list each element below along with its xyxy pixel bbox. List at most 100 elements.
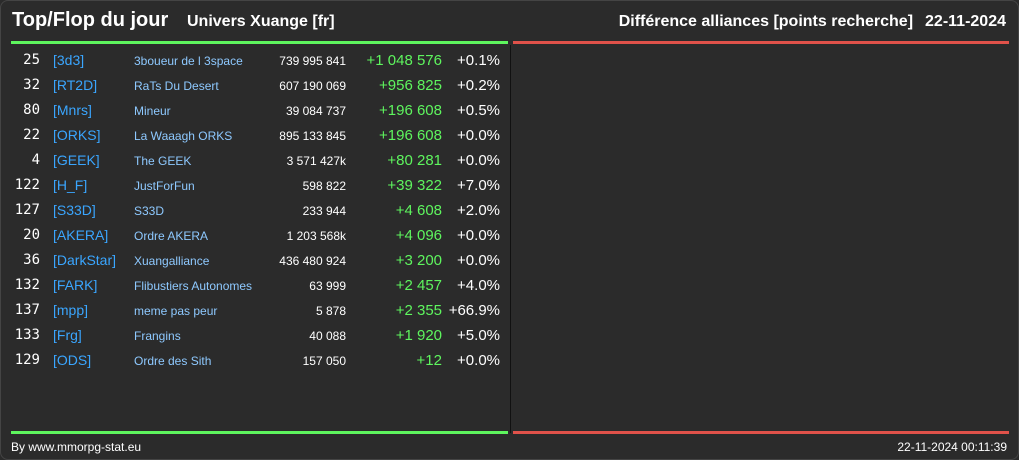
table-row: 25 [3d3] 3boueur de l 3space 739 995 841 +1 …: [12, 48, 508, 73]
points-cell: 157 050: [302, 354, 346, 368]
rank-cell: 80: [23, 102, 40, 118]
rank-cell: 36: [23, 252, 40, 268]
diff-cell: +4 608: [395, 202, 442, 219]
points-cell: 598 822: [302, 179, 346, 193]
flop-panel: [513, 45, 1009, 431]
top-list: 25 [3d3] 3boueur de l 3space 739 995 841 +1 …: [12, 48, 508, 373]
percent-cell: +2.0%: [457, 202, 500, 219]
points-cell: 3 571 427k: [286, 154, 346, 168]
percent-cell: +0.2%: [457, 77, 500, 94]
percent-cell: +5.0%: [457, 327, 500, 344]
points-cell: 63 999: [309, 279, 346, 293]
alliance-tag-link[interactable]: [mpp]: [53, 302, 89, 318]
alliance-name-link[interactable]: Ordre des Sith: [134, 354, 212, 368]
points-cell: 5 878: [315, 304, 346, 318]
source-link[interactable]: By www.mmorpg-stat.eu: [11, 440, 142, 454]
alliance-name-link[interactable]: meme pas peur: [134, 304, 218, 318]
rank-cell: 22: [23, 127, 40, 143]
percent-cell: +4.0%: [457, 277, 500, 294]
percent-cell: +0.0%: [457, 352, 500, 369]
page-title: Top/Flop du jour: [12, 9, 169, 31]
points-cell: 40 088: [309, 329, 346, 343]
alliance-name-link[interactable]: Flibustiers Autonomes: [134, 279, 253, 293]
points-cell: 233 944: [302, 204, 346, 218]
alliance-name-link[interactable]: 3boueur de l 3space: [134, 54, 243, 68]
bottom-divider-red: [513, 431, 1009, 434]
points-cell: 39 084 737: [285, 104, 346, 118]
percent-cell: +0.0%: [457, 227, 500, 244]
category-label: Différence alliances [points recherche]: [618, 13, 914, 30]
table-row: 137 [mpp] meme pas peur 5 878 +2 355 +66.9%: [12, 298, 508, 323]
table-row: 22 [ORKS] La Waaagh ORKS 895 133 845 +196 60…: [12, 123, 508, 148]
alliance-tag-link[interactable]: [Mnrs]: [53, 102, 92, 118]
header-right: Différence alliances [points recherche] 2…: [619, 13, 1006, 31]
alliance-tag-link[interactable]: [GEEK]: [53, 152, 100, 168]
diff-cell: +956 825: [379, 77, 442, 94]
rank-cell: 25: [23, 52, 40, 68]
alliance-tag-link[interactable]: [DarkStar]: [53, 252, 117, 268]
rank-cell: 133: [14, 327, 40, 343]
alliance-tag-link[interactable]: [RT2D]: [53, 77, 98, 93]
diff-cell: +196 608: [379, 102, 442, 119]
table-row: 36 [DarkStar] Xuangalliance 436 480 924 +3 2…: [12, 248, 508, 273]
footer-timestamp: 22-11-2024 00:11:39: [897, 440, 1007, 454]
diff-cell: +2 457: [395, 277, 442, 294]
points-cell: 1 203 568k: [286, 229, 346, 243]
alliance-tag-link[interactable]: [ODS]: [53, 352, 92, 368]
diff-cell: +4 096: [395, 227, 442, 244]
bottom-divider-green: [11, 431, 508, 434]
alliance-name-link[interactable]: S33D: [134, 204, 165, 218]
top-divider-green: [11, 41, 508, 44]
column-divider: [510, 45, 511, 433]
rank-cell: 32: [23, 77, 40, 93]
rank-cell: 127: [14, 202, 40, 218]
diff-cell: +12: [416, 352, 442, 369]
percent-cell: +0.1%: [457, 52, 500, 69]
points-cell: 739 995 841: [279, 54, 346, 68]
diff-cell: +3 200: [395, 252, 442, 269]
percent-cell: +0.0%: [457, 252, 500, 269]
rank-cell: 20: [23, 227, 40, 243]
rank-cell: 129: [14, 352, 40, 368]
points-cell: 607 190 069: [279, 79, 346, 93]
table-row: 20 [AKERA] Ordre AKERA 1 203 568k +4 096 +0.0…: [12, 223, 508, 248]
table-row: 80 [Mnrs] Mineur 39 084 737 +196 608 +0.5%: [12, 98, 508, 123]
diff-cell: +39 322: [387, 177, 442, 194]
alliance-name-link[interactable]: RaTs Du Desert: [134, 79, 219, 93]
percent-cell: +0.0%: [457, 152, 500, 169]
table-row: 32 [RT2D] RaTs Du Desert 607 190 069 +956 82…: [12, 73, 508, 98]
alliance-name-link[interactable]: Frangins: [134, 329, 181, 343]
alliance-name-link[interactable]: Ordre AKERA: [134, 229, 209, 243]
alliance-name-link[interactable]: Xuangalliance: [134, 254, 210, 268]
table-row: 127 [S33D] S33D 233 944 +4 608 +2.0%: [12, 198, 508, 223]
rank-cell: 137: [14, 302, 40, 318]
alliance-tag-link[interactable]: [S33D]: [53, 202, 96, 218]
alliance-name-link[interactable]: The GEEK: [134, 154, 192, 168]
diff-cell: +1 048 576: [366, 52, 443, 69]
diff-cell: +196 608: [379, 127, 442, 144]
diff-cell: +80 281: [387, 152, 442, 169]
alliance-name-link[interactable]: JustForFun: [134, 179, 195, 193]
alliance-tag-link[interactable]: [H_F]: [53, 177, 88, 193]
diff-cell: +1 920: [395, 327, 442, 344]
table-row: 4 [GEEK] The GEEK 3 571 427k +80 281 +0.0%: [12, 148, 508, 173]
table-row: 129 [ODS] Ordre des Sith 157 050 +12 +0.0%: [12, 348, 508, 373]
points-cell: 895 133 845: [279, 129, 346, 143]
alliance-tag-link[interactable]: [Frg]: [53, 327, 82, 343]
alliance-tag-link[interactable]: [3d3]: [53, 52, 85, 68]
rank-cell: 4: [31, 152, 40, 168]
percent-cell: +66.9%: [448, 302, 500, 319]
percent-cell: +0.0%: [457, 127, 500, 144]
table-row: 133 [Frg] Frangins 40 088 +1 920 +5.0%: [12, 323, 508, 348]
alliance-tag-link[interactable]: [ORKS]: [53, 127, 101, 143]
table-row: 122 [H_F] JustForFun 598 822 +39 322 +7.0%: [12, 173, 508, 198]
universe-label: Univers Xuange [fr]: [187, 13, 335, 30]
alliance-tag-link[interactable]: [FARK]: [53, 277, 98, 293]
alliance-name-link[interactable]: La Waaagh ORKS: [134, 129, 233, 143]
diff-cell: +2 355: [395, 302, 442, 319]
alliance-tag-link[interactable]: [AKERA]: [53, 227, 109, 243]
table-row: 132 [FARK] Flibustiers Autonomes 63 999 +2 4…: [12, 273, 508, 298]
rank-cell: 122: [14, 177, 40, 193]
alliance-name-link[interactable]: Mineur: [134, 104, 171, 118]
